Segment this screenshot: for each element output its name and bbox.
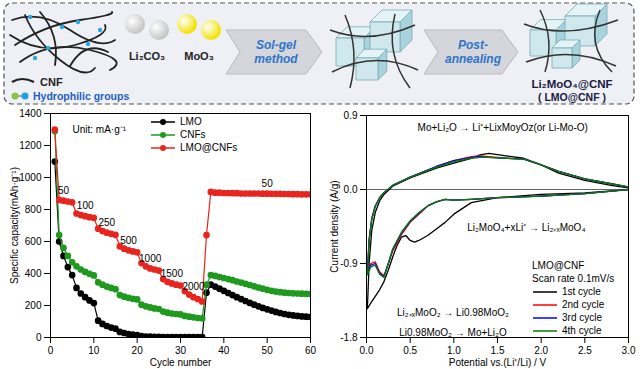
- svg-text:250: 250: [98, 217, 115, 228]
- svg-text:Hydrophilic groups: Hydrophilic groups: [33, 90, 129, 102]
- svg-text:10: 10: [88, 345, 100, 356]
- svg-text:Unit: mA·g⁻¹: Unit: mA·g⁻¹: [73, 124, 127, 135]
- svg-text:600: 600: [25, 236, 42, 247]
- html-text:CNFs: CNFs: [180, 129, 206, 140]
- svg-text:Mo+Li₂O → Li⁺+LixMoyOz(or Li-M: Mo+Li₂O → Li⁺+LixMoyOz(or Li-Mo-O): [418, 122, 588, 133]
- svg-text:20: 20: [132, 345, 144, 356]
- svg-text:1200: 1200: [19, 140, 42, 151]
- svg-text:0.5: 0.5: [403, 345, 417, 356]
- svg-text:3.0: 3.0: [622, 345, 636, 356]
- svg-text:Potential vs.(Li⁺/Li) / V: Potential vs.(Li⁺/Li) / V: [449, 357, 547, 368]
- html-text:2nd cycle: 2nd cycle: [562, 299, 605, 310]
- svg-text:-1.8: -1.8: [340, 332, 358, 343]
- svg-text:2.0: 2.0: [534, 345, 548, 356]
- svg-text:1.5: 1.5: [491, 345, 505, 356]
- svg-text:2.5: 2.5: [578, 345, 592, 356]
- svg-text:0: 0: [36, 332, 42, 343]
- svg-text:0.0: 0.0: [344, 184, 358, 195]
- svg-text:Current density (A/g): Current density (A/g): [329, 180, 340, 272]
- svg-text:Li₂CO₃: Li₂CO₃: [129, 50, 165, 62]
- svg-text:30: 30: [175, 345, 187, 356]
- svg-text:method: method: [254, 52, 298, 66]
- svg-text:200: 200: [25, 300, 42, 311]
- svg-text:( LMO@CNF ): ( LMO@CNF ): [538, 91, 606, 103]
- svg-text:60: 60: [305, 345, 317, 356]
- svg-text:Cycle number: Cycle number: [150, 357, 212, 368]
- svg-text:Post-: Post-: [458, 38, 488, 52]
- html-text:1st cycle: 1st cycle: [562, 286, 601, 297]
- svg-text:800: 800: [25, 204, 42, 215]
- svg-text:0.9: 0.9: [344, 110, 358, 121]
- svg-text:40: 40: [218, 345, 230, 356]
- html-text:LMO@CNFs: LMO@CNFs: [180, 142, 238, 153]
- svg-text:Sol-gel: Sol-gel: [256, 38, 297, 52]
- svg-text:MoO₃: MoO₃: [184, 50, 214, 62]
- svg-text:1500: 1500: [161, 268, 184, 279]
- svg-text:1400: 1400: [19, 108, 42, 119]
- html-text:LMO@CNF: LMO@CNF: [532, 260, 585, 271]
- svg-text:annealing: annealing: [445, 52, 502, 66]
- svg-text:Specific capacity(mAh·g⁻¹): Specific capacity(mAh·g⁻¹): [9, 167, 20, 284]
- svg-text:0: 0: [48, 345, 54, 356]
- svg-text:100: 100: [77, 200, 94, 211]
- html-text:LMO: LMO: [180, 116, 202, 127]
- html-text:Scan rate 0.1mV/s: Scan rate 0.1mV/s: [532, 273, 615, 284]
- svg-text:1000: 1000: [139, 253, 162, 264]
- svg-text:1000: 1000: [19, 172, 42, 183]
- svg-text:1.0: 1.0: [447, 345, 461, 356]
- svg-text:CNF: CNF: [40, 76, 63, 88]
- svg-text:-0.9: -0.9: [340, 258, 358, 269]
- svg-text:400: 400: [25, 268, 42, 279]
- svg-text:50: 50: [58, 185, 70, 196]
- svg-text:500: 500: [120, 235, 137, 246]
- svg-text:50: 50: [262, 178, 274, 189]
- svg-text:2000: 2000: [182, 281, 205, 292]
- html-text:4th cycle: 4th cycle: [562, 325, 602, 336]
- svg-text:50: 50: [262, 345, 274, 356]
- html-text:3rd cycle: 3rd cycle: [562, 312, 602, 323]
- svg-text:0.0: 0.0: [360, 345, 374, 356]
- svg-text:Li0.98MoO₂ → Mo+Li₂O: Li0.98MoO₂ → Mo+Li₂O: [399, 327, 507, 338]
- svg-text:Li₂₊ₓMoO₂ → Li0.98MoO₂: Li₂₊ₓMoO₂ → Li0.98MoO₂: [397, 307, 509, 318]
- svg-text:Li₂MoO₄@CNF: Li₂MoO₄@CNF: [531, 78, 612, 90]
- svg-text:Li₂MoO₄+xLi⁺ → Li₂₊ₓMoO₄: Li₂MoO₄+xLi⁺ → Li₂₊ₓMoO₄: [467, 222, 585, 233]
